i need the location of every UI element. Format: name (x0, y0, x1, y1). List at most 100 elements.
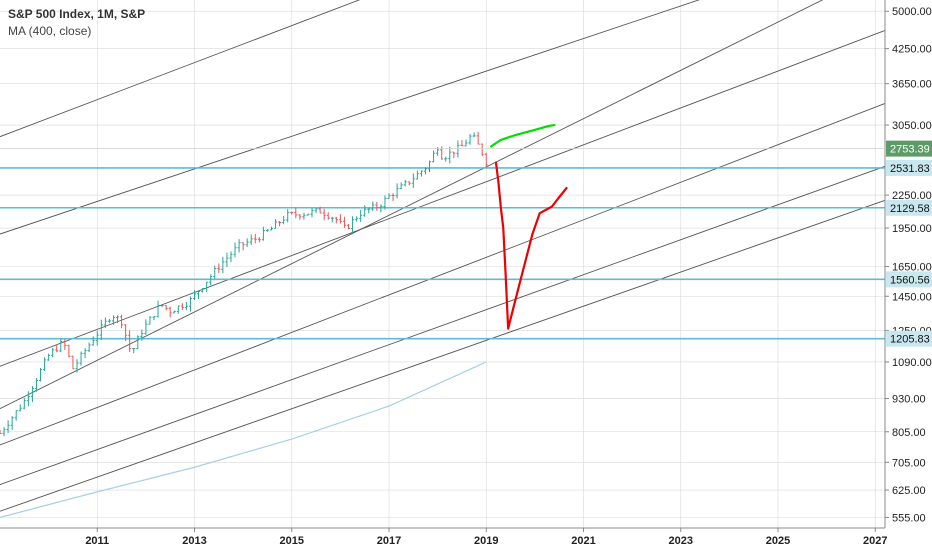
candle-70 (282, 215, 286, 225)
last-price-badge: 2753.39 (886, 140, 932, 157)
candle-77 (310, 208, 314, 218)
candle-105 (423, 167, 427, 175)
level-badge-label: 2129.58 (890, 203, 930, 215)
level-badge-2: 1560.56 (886, 271, 932, 288)
candle-60 (241, 242, 245, 251)
candle-18 (71, 355, 75, 370)
level-badge-bg (886, 271, 932, 288)
candle-46 (184, 301, 188, 311)
candle-95 (383, 195, 387, 210)
candle-35 (140, 329, 144, 341)
candle-0 (0, 429, 2, 434)
candle-4 (14, 410, 18, 421)
candle-19 (75, 359, 79, 373)
candle-112 (452, 151, 456, 159)
candle-67 (269, 226, 273, 231)
candle-61 (245, 238, 249, 247)
candle-54 (217, 263, 221, 274)
level-badge-bg (886, 159, 932, 176)
candle-75 (302, 212, 306, 220)
candle-83 (334, 216, 338, 224)
candle-37 (148, 316, 152, 325)
candle-10 (39, 368, 43, 382)
candle-24 (95, 330, 99, 346)
candle-30 (120, 314, 124, 329)
candle-113 (456, 140, 460, 158)
level-badge-bg (886, 330, 932, 347)
candle-43 (172, 310, 176, 314)
candle-42 (168, 306, 172, 318)
candle-94 (379, 204, 383, 213)
candle-110 (444, 156, 448, 162)
candle-78 (314, 208, 318, 214)
candle-107 (432, 150, 436, 163)
y-tick-label-5: 1950.00 (892, 223, 932, 235)
y-tick-label-6: 1650.00 (892, 262, 932, 274)
candle-88 (355, 216, 359, 222)
moving-average (0, 361, 487, 518)
candle-15 (59, 338, 63, 353)
candle-47 (188, 296, 192, 312)
level-badge-3: 1205.83 (886, 330, 932, 347)
chart-title: S&P 500 Index, 1M, S&P (8, 7, 146, 21)
last-price-badge-bg (886, 140, 932, 157)
candle-63 (253, 233, 257, 244)
candle-117 (472, 132, 476, 137)
candle-79 (318, 206, 322, 214)
candles (0, 131, 488, 437)
candle-93 (375, 201, 379, 211)
candle-91 (367, 208, 371, 214)
candle-21 (83, 348, 87, 359)
chart-legend: S&P 500 Index, 1M, S&P MA (400, close) (8, 6, 145, 40)
x-tick-label-4: 2019 (474, 535, 498, 547)
candle-29 (116, 315, 120, 324)
candle-99 (399, 182, 403, 190)
candle-36 (144, 319, 148, 335)
x-tick-label-5: 2021 (571, 535, 595, 547)
y-tick-label-3: 3050.00 (892, 120, 932, 132)
candle-13 (51, 347, 55, 358)
trend-line-0 (0, 0, 361, 138)
candle-16 (63, 339, 67, 350)
candle-62 (249, 234, 253, 245)
candle-2 (6, 420, 10, 434)
y-tick-label-12: 705.00 (892, 457, 926, 469)
candle-120 (484, 152, 488, 168)
y-tick-label-13: 625.00 (892, 485, 926, 497)
x-tick-label-2: 2015 (280, 535, 304, 547)
level-badge-label: 1205.83 (890, 334, 930, 346)
x-tick-label-1: 2013 (182, 535, 206, 547)
trend-line-1 (0, 0, 700, 235)
candle-51 (205, 281, 209, 293)
forecast-bull (490, 123, 556, 148)
y-tick-label-7: 1450.00 (892, 291, 932, 303)
forecast-bear (494, 161, 568, 330)
candle-22 (87, 342, 91, 353)
candle-81 (326, 212, 330, 220)
candle-53 (213, 265, 217, 279)
candle-86 (346, 224, 350, 230)
x-tick-label-8: 2027 (863, 535, 887, 547)
candle-48 (193, 290, 197, 301)
candle-52 (209, 274, 213, 286)
candle-72 (290, 211, 294, 215)
level-badge-0: 2531.83 (886, 159, 932, 176)
candle-115 (464, 139, 468, 147)
candle-3 (10, 416, 14, 430)
candle-14 (55, 344, 59, 353)
x-tick-label-6: 2023 (669, 535, 693, 547)
candle-6 (22, 397, 26, 410)
candle-101 (407, 181, 411, 186)
candle-65 (261, 226, 265, 241)
candle-25 (99, 319, 103, 341)
candle-114 (460, 140, 464, 147)
candle-28 (111, 315, 115, 325)
candle-119 (480, 143, 484, 157)
candle-64 (257, 237, 261, 243)
candle-39 (156, 300, 160, 318)
level-badge-bg (886, 199, 932, 216)
candle-9 (34, 378, 38, 392)
level-badge-label: 2531.83 (890, 163, 930, 175)
indicator-label: MA (400, close) (8, 24, 92, 38)
